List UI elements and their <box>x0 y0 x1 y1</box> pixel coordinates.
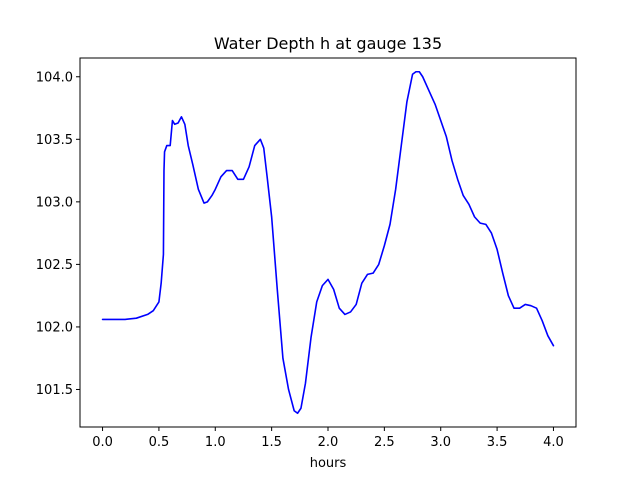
y-tick-label: 103.5 <box>36 133 73 148</box>
y-tick-label: 102.0 <box>36 320 73 335</box>
series-layer <box>101 70 555 415</box>
x-tick-label: 1.5 <box>261 435 282 450</box>
plot-frame <box>79 57 577 428</box>
x-tick-label: 0.5 <box>149 435 170 450</box>
axis-ticks: 0.0 0.5 1.0 1.5 2.0 2.5 3.0 3.5 4.0 101.5 102.0 102… <box>36 70 564 450</box>
x-tick-label: 1.0 <box>205 435 226 450</box>
x-tick-label: 2.0 <box>318 435 339 450</box>
series-line <box>101 70 555 415</box>
x-tick-label: 3.5 <box>487 435 508 450</box>
y-tick-label: 102.5 <box>36 258 73 273</box>
y-tick-label: 103.0 <box>36 195 73 210</box>
x-tick-label: 2.5 <box>374 435 395 450</box>
plot-background <box>80 58 576 427</box>
y-tick-label: 104.0 <box>36 70 73 85</box>
chart-title: Water Depth h at gauge 135 <box>214 34 442 53</box>
x-tick-label: 4.0 <box>543 435 564 450</box>
x-axis-label: hours <box>310 456 347 471</box>
x-tick-label: 3.0 <box>430 435 451 450</box>
y-tick-label: 101.5 <box>36 383 73 398</box>
x-tick-label: 0.0 <box>92 435 113 450</box>
